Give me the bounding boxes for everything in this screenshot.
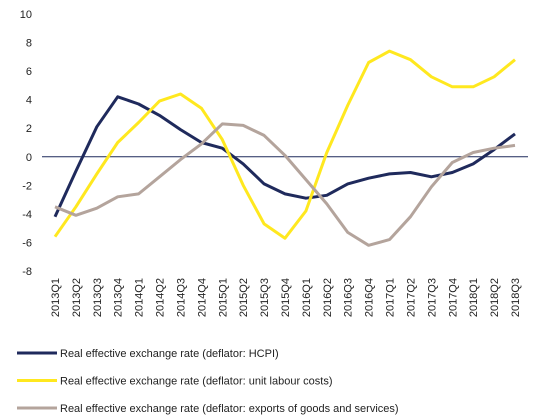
x-tick-label: 2015Q1 <box>217 278 229 317</box>
x-tick-label: 2018Q1 <box>468 278 480 317</box>
legend-label: Real effective exchange rate (deflator: … <box>60 348 279 360</box>
legend-label: Real effective exchange rate (deflator: … <box>60 376 333 388</box>
series-line <box>53 95 516 218</box>
x-tick-label: 2014Q1 <box>134 278 146 317</box>
y-tick-label: 0 <box>26 152 32 164</box>
series-line <box>54 122 516 247</box>
x-tick-label: 2014Q4 <box>196 278 208 317</box>
x-tick-label: 2016Q3 <box>343 278 355 317</box>
x-tick-label: 2014Q2 <box>155 278 167 317</box>
y-tick-label: -6 <box>22 237 32 249</box>
x-tick-label: 2013Q1 <box>50 278 62 317</box>
x-tick-label: 2017Q1 <box>385 278 397 317</box>
x-tick-label: 2016Q1 <box>301 278 313 317</box>
legend-label: Real effective exchange rate (deflator: … <box>60 403 399 415</box>
y-tick-label: 6 <box>26 66 32 78</box>
y-tick-label: 2 <box>26 123 32 135</box>
x-tick-label: 2015Q2 <box>238 278 250 317</box>
y-tick-label: 4 <box>26 95 32 107</box>
y-tick-label: -2 <box>22 180 32 192</box>
x-tick-label: 2013Q3 <box>92 278 104 317</box>
x-tick-label: 2017Q3 <box>426 278 438 317</box>
y-tick-label: 10 <box>20 9 32 21</box>
y-tick-label: -4 <box>22 209 32 221</box>
x-tick-label: 2013Q4 <box>113 278 125 317</box>
x-tick-label: 2014Q3 <box>175 278 187 317</box>
x-tick-label: 2016Q2 <box>322 278 334 317</box>
x-tick-label: 2015Q3 <box>259 278 271 317</box>
x-tick-label: 2017Q4 <box>447 278 459 317</box>
x-tick-label: 2017Q2 <box>405 278 417 317</box>
x-tick-label: 2015Q4 <box>280 278 292 317</box>
x-tick-label: 2018Q2 <box>489 278 501 317</box>
x-tick-label: 2016Q4 <box>364 278 376 317</box>
y-tick-label: 8 <box>26 38 32 50</box>
x-tick-label: 2018Q3 <box>510 278 522 317</box>
y-tick-label: -8 <box>22 266 32 278</box>
series-line <box>53 49 516 240</box>
x-tick-label: 2013Q2 <box>71 278 83 317</box>
